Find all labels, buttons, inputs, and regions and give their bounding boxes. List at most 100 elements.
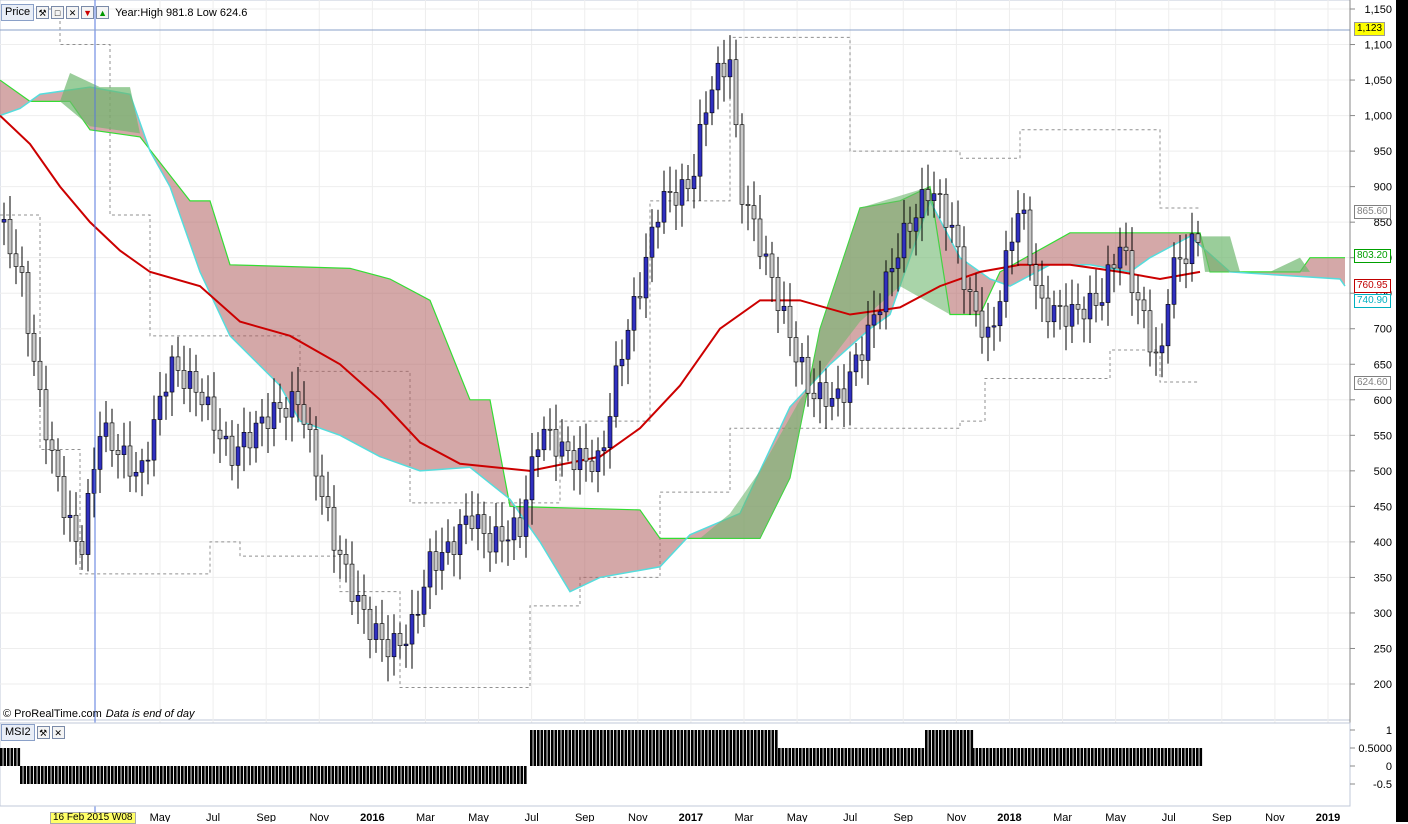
candle-body xyxy=(955,224,961,248)
candle-body xyxy=(1057,305,1063,307)
candle-body xyxy=(289,391,295,418)
candle-body xyxy=(805,356,811,394)
candle-body xyxy=(1069,304,1075,327)
msi-bar xyxy=(1028,748,1031,766)
candle-body xyxy=(241,432,247,448)
msi-bar xyxy=(865,748,869,766)
candle-body xyxy=(823,382,829,407)
candle-body xyxy=(97,436,103,470)
msi-bar xyxy=(610,730,614,766)
msi-bar xyxy=(684,730,687,766)
msi-bar xyxy=(989,748,993,766)
close-icon[interactable]: ✕ xyxy=(66,6,80,19)
msi-bar xyxy=(324,766,328,784)
msi-bar xyxy=(795,748,799,766)
msi-bar xyxy=(510,766,513,784)
msi-bar xyxy=(942,730,946,766)
candle-body xyxy=(673,192,679,206)
msi-bar xyxy=(482,766,485,784)
candle-body xyxy=(91,469,97,494)
candle-body xyxy=(1123,246,1129,251)
down-arrow-icon[interactable]: ▼ xyxy=(81,6,95,19)
candle-body xyxy=(175,356,181,371)
msi-bar xyxy=(858,748,862,766)
msi-bar xyxy=(1070,748,1073,766)
x-tick-label: May xyxy=(150,812,171,822)
msi-bar xyxy=(118,766,121,784)
msi-bar xyxy=(907,748,911,766)
msi-bar xyxy=(659,730,663,766)
candle-body xyxy=(349,563,355,602)
candle-body xyxy=(733,59,739,126)
candle-body xyxy=(211,396,217,431)
msi-bar xyxy=(837,748,841,766)
msi-bar xyxy=(876,748,879,766)
msi-bar xyxy=(447,766,450,784)
msi-bar xyxy=(649,730,652,766)
msi-bar xyxy=(440,766,443,784)
close-icon[interactable]: ✕ xyxy=(51,726,65,739)
msi-bar xyxy=(328,766,331,784)
msi-bar xyxy=(443,766,447,784)
y-tick-label: 500 xyxy=(1374,466,1392,478)
y-tick-label: 1,050 xyxy=(1364,75,1392,87)
msi-bar xyxy=(14,748,17,766)
msi-bar xyxy=(261,766,265,784)
msi-bar xyxy=(170,766,174,784)
candle-body xyxy=(1033,264,1039,286)
msi-bar xyxy=(1073,748,1077,766)
msi-bar xyxy=(1161,748,1164,766)
msi-bar xyxy=(862,748,865,766)
msi-bar xyxy=(209,766,212,784)
candle-body xyxy=(187,371,193,389)
msi-bar xyxy=(380,766,384,784)
msi-bar xyxy=(79,766,83,784)
msi-bar xyxy=(624,730,628,766)
msi-bar xyxy=(492,766,496,784)
candle-body xyxy=(583,448,589,462)
msi-bar xyxy=(198,766,202,784)
msi-bar xyxy=(272,766,275,784)
candle-body xyxy=(43,389,49,441)
msi-bar xyxy=(517,766,520,784)
x-tick-label: Mar xyxy=(1053,812,1072,822)
msi-bar xyxy=(219,766,223,784)
up-arrow-icon[interactable]: ▲ xyxy=(96,6,110,19)
candle-body xyxy=(217,429,223,440)
grid-lines xyxy=(0,0,1350,806)
candle-body xyxy=(481,514,487,534)
msi-bar xyxy=(279,766,282,784)
msi-bar xyxy=(589,730,593,766)
msi-bar xyxy=(771,730,775,766)
msi-panel-label[interactable]: MSI2 xyxy=(1,724,35,741)
price-panel-label[interactable]: Price xyxy=(1,4,35,21)
candle-body xyxy=(325,496,331,508)
x-tick-label: Sep xyxy=(1212,812,1232,822)
msi-bar xyxy=(370,766,373,784)
scrollbar[interactable] xyxy=(1396,0,1408,822)
msi-bar xyxy=(167,766,170,784)
x-tick-label: 2017 xyxy=(679,812,703,822)
wrench-icon[interactable]: ⚒ xyxy=(36,726,50,739)
candle-body xyxy=(205,396,211,406)
msi-bar xyxy=(1150,748,1154,766)
candle-body xyxy=(301,404,307,425)
candle-body xyxy=(817,382,823,400)
msi-bar xyxy=(921,748,925,766)
candle-body xyxy=(679,179,685,206)
candle-body xyxy=(565,441,571,451)
msi-bar xyxy=(1115,748,1119,766)
candle-body xyxy=(811,392,817,400)
window-icon[interactable]: □ xyxy=(51,6,65,19)
msi-bar xyxy=(226,766,230,784)
msi-bar xyxy=(489,766,492,784)
price-panel-header: Price ⚒ □ ✕ ▼ ▲ Year:High 981.8 Low 624.… xyxy=(1,4,247,21)
msi-bar xyxy=(244,766,247,784)
y-tick-label: 900 xyxy=(1374,182,1392,194)
msi-bar xyxy=(1042,748,1045,766)
msi-bar xyxy=(757,730,761,766)
candle-body xyxy=(883,271,889,313)
candle-body xyxy=(757,218,763,257)
wrench-icon[interactable]: ⚒ xyxy=(36,6,50,19)
